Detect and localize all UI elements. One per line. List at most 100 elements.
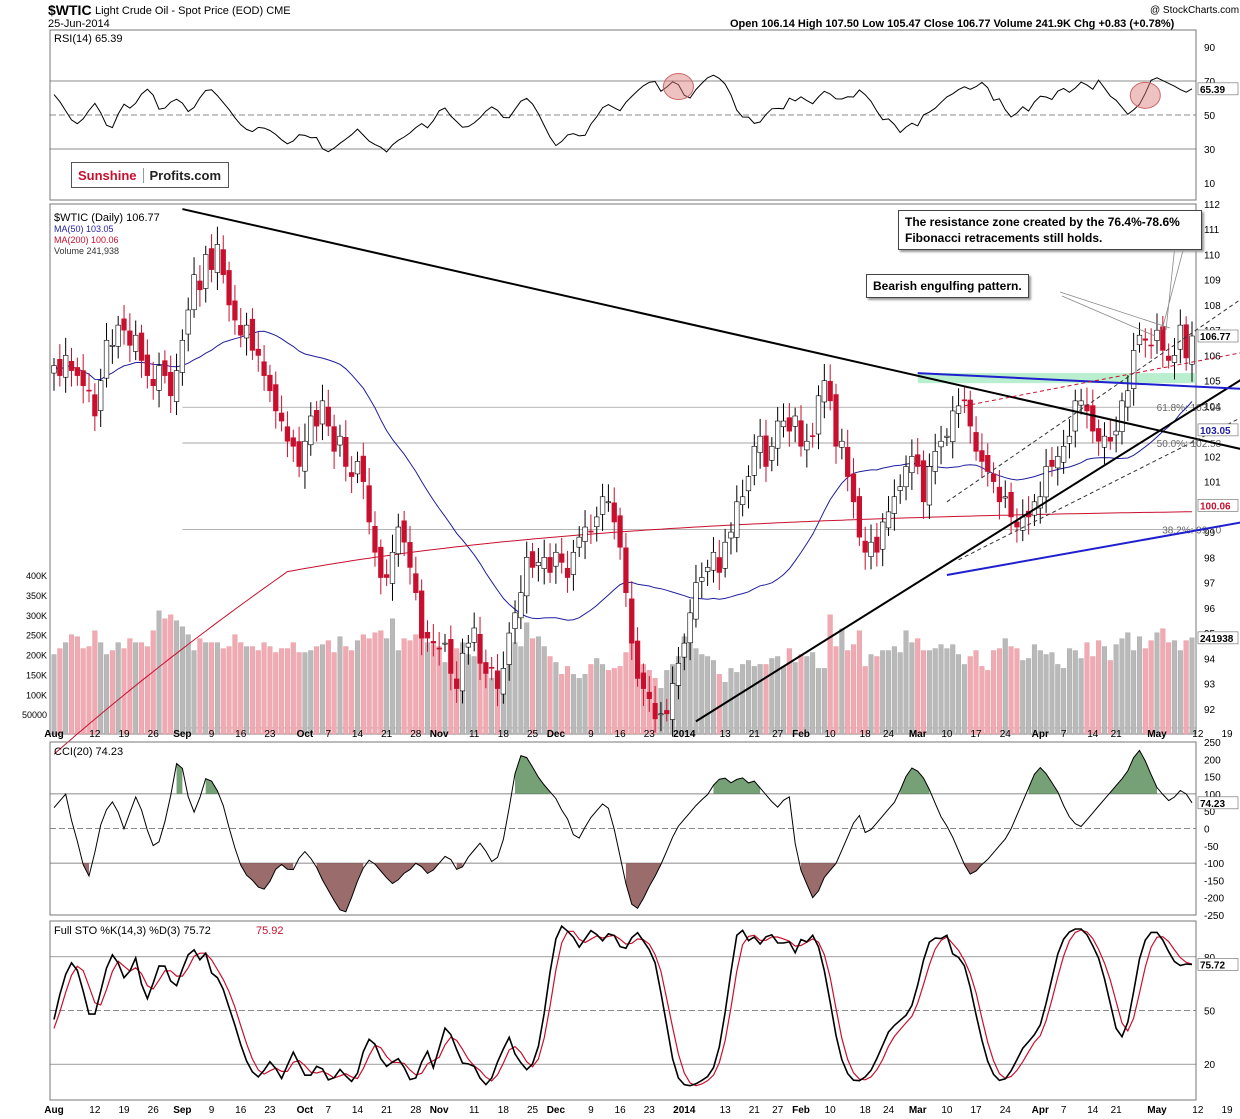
x-axis-label-sto: 23: [264, 1105, 276, 1116]
sto-title: Full STO %K(14,3) %D(3) 75.72: [54, 925, 211, 937]
candle-body: [249, 318, 256, 351]
candle-body: [885, 511, 892, 529]
candle-body: [489, 667, 495, 669]
candle-body: [436, 647, 442, 650]
candle-body: [156, 365, 162, 391]
candle-body: [197, 280, 203, 291]
volume-bar: [209, 642, 215, 735]
candle-body: [302, 440, 308, 472]
x-axis-label-sto: 27: [772, 1105, 784, 1116]
candle-body: [261, 361, 267, 376]
price-tick: 99: [1204, 528, 1216, 539]
volume-bar: [179, 626, 185, 735]
price-tick: 102: [1204, 452, 1221, 463]
cci-overbought-area: [515, 755, 551, 794]
candle-body: [856, 496, 862, 538]
volume-bar: [1066, 648, 1072, 735]
volume-bar: [319, 644, 325, 735]
volume-bar: [354, 640, 360, 735]
volume-bar: [185, 634, 191, 735]
volume-bar: [261, 642, 267, 735]
volume-tick: 300K: [26, 611, 47, 621]
volume-bar: [553, 662, 559, 735]
rsi-tick: 10: [1204, 179, 1216, 190]
candle-body: [757, 435, 763, 453]
volume-bar: [576, 678, 582, 735]
candle-body: [442, 642, 448, 645]
volume-bar: [471, 656, 477, 735]
candle-body: [675, 663, 682, 686]
candle-body: [874, 536, 880, 553]
candle-body: [162, 360, 168, 376]
volume-bar: [891, 646, 897, 735]
candle-body: [623, 547, 629, 593]
rsi-overbought-circle: [1129, 81, 1161, 109]
price-tick: 109: [1204, 276, 1221, 287]
volume-bar: [921, 650, 927, 735]
volume-bar: [979, 666, 985, 735]
candle-body: [611, 502, 617, 523]
volume-bar: [74, 636, 80, 735]
candle-body: [57, 358, 63, 376]
candle-body: [284, 426, 291, 442]
volume-bar: [174, 620, 180, 735]
volume-bar: [360, 634, 366, 735]
candle-body: [926, 466, 933, 506]
volume-bar: [133, 642, 139, 735]
candle-body: [950, 410, 956, 442]
candle-body: [1107, 436, 1113, 442]
x-axis-label-price: 12: [1192, 729, 1204, 740]
volume-bar: [944, 648, 950, 735]
volume-bar: [547, 656, 553, 735]
candle-body: [915, 454, 921, 467]
cci-overbought-area: [176, 763, 183, 794]
candle-body: [1183, 324, 1189, 359]
candle-body: [903, 466, 909, 488]
channel-line-lower: [958, 417, 1240, 561]
volume-bar: [1026, 658, 1032, 735]
x-axis-label-sto: 16: [615, 1105, 627, 1116]
red-dashed-line: [964, 352, 1240, 407]
price-tick: 93: [1204, 680, 1216, 691]
price-legend-item: Volume 241,938: [54, 246, 119, 256]
volume-bar: [1049, 652, 1055, 735]
candle-body: [1037, 496, 1043, 509]
candle-body: [909, 456, 915, 474]
candle-body: [1055, 456, 1061, 469]
volume-bar: [734, 672, 740, 735]
candle-body: [827, 380, 833, 402]
volume-bar: [57, 648, 63, 735]
x-axis-label-price: Apr: [1032, 729, 1049, 740]
candle-body: [1060, 445, 1067, 463]
volume-bar: [845, 650, 851, 735]
x-axis-label-sto: 18: [860, 1105, 872, 1116]
x-axis-label-price: 25: [527, 729, 539, 740]
ma50-line: [53, 330, 1193, 621]
volume-bar: [530, 638, 536, 735]
x-axis-label-price: 17: [971, 729, 983, 740]
x-axis-label-price: 21: [749, 729, 761, 740]
chart-date: 25-Jun-2014: [48, 18, 110, 30]
candle-body: [658, 713, 664, 716]
volume-bar: [244, 646, 250, 735]
cci-oversold-area: [240, 863, 294, 890]
volume-last-label-box: [1197, 631, 1239, 645]
volume-bar: [191, 650, 197, 735]
volume-bar: [442, 662, 448, 735]
volume-bar: [985, 670, 991, 735]
candle-body: [226, 270, 232, 306]
ma50-last-label: 103.05: [1200, 426, 1231, 437]
volume-bar: [150, 630, 156, 735]
volume-bar: [605, 670, 611, 735]
volume-bar: [273, 652, 279, 735]
sto-last-label-box: [1197, 958, 1239, 971]
volume-bar: [1172, 640, 1177, 735]
candle-body: [833, 394, 839, 447]
volume-bar: [366, 638, 372, 735]
candle-body: [1119, 400, 1125, 432]
volume-tick: 400K: [26, 571, 47, 581]
volume-bar: [69, 634, 74, 735]
volume-bar: [1136, 636, 1142, 735]
volume-bar: [226, 646, 232, 735]
candle-body: [804, 440, 810, 451]
